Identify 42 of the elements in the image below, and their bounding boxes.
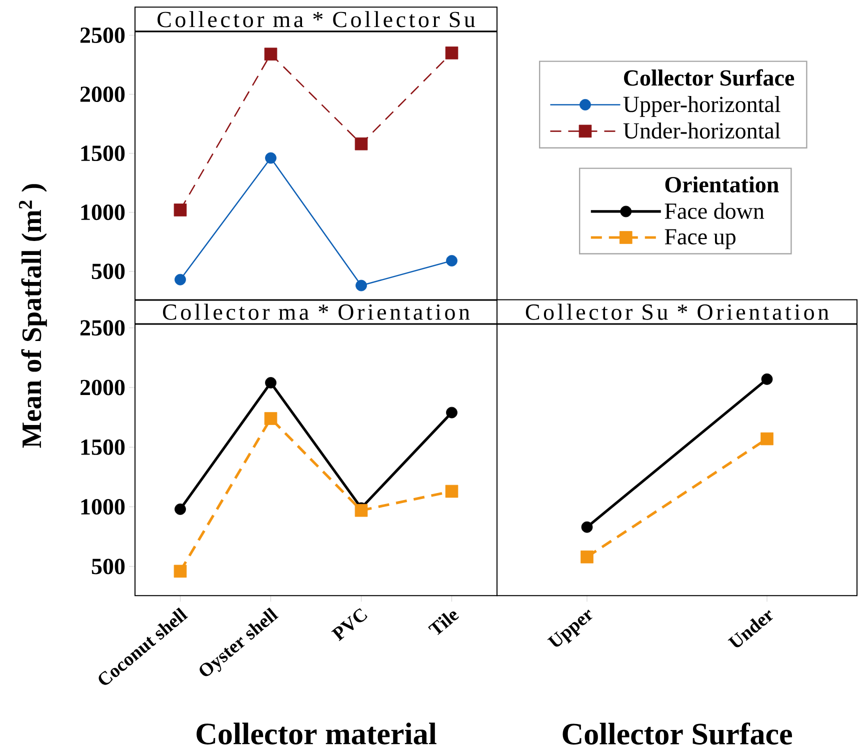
y-tick-label: 1500 (81, 146, 125, 162)
point (356, 280, 367, 292)
point (761, 373, 773, 385)
chart-title: Collector Su * Orientation (526, 304, 829, 320)
point (264, 412, 278, 425)
point (446, 255, 458, 266)
legend-label: Face up (664, 229, 736, 250)
point (445, 46, 458, 60)
point (760, 432, 774, 446)
legend-label: Upper-horizontal (623, 96, 780, 117)
x-axis-title: Collector material (196, 722, 436, 744)
legend-label: Under-horizontal (623, 122, 780, 139)
y-tick-label: 1500 (81, 439, 125, 455)
chart-title: Collector ma * Collector Su (158, 11, 476, 28)
point (265, 377, 276, 388)
point (446, 406, 458, 418)
y-tick-label: 1000 (81, 499, 125, 515)
y-axis-title: Mean of Spatfall (m$^{2}$ ) (18, 184, 47, 448)
point (174, 204, 187, 216)
legend-title: Orientation (665, 176, 779, 192)
point (354, 137, 368, 150)
point (174, 274, 186, 286)
chart-title: Collector ma * Orientation (162, 304, 470, 320)
y-tick-label: 2000 (80, 86, 125, 102)
y-tick-label: 500 (92, 264, 125, 280)
legend-title: Collector Surface (624, 69, 794, 86)
y-tick-label: 500 (92, 558, 125, 574)
point (265, 152, 276, 164)
point (174, 503, 186, 515)
y-tick-label: 2500 (80, 27, 125, 43)
y-tick-label: 2500 (80, 320, 125, 336)
point (581, 521, 593, 533)
x-axis-title: Collector Surface (562, 722, 792, 745)
x-tick-label: Tile (428, 611, 459, 636)
point (445, 484, 458, 498)
y-tick-label: 1000 (81, 204, 125, 220)
legend-label: Face down (664, 202, 764, 219)
point (580, 550, 594, 564)
point (174, 564, 187, 578)
point (354, 504, 368, 517)
y-tick-label: 2000 (80, 380, 125, 396)
point (264, 48, 278, 61)
